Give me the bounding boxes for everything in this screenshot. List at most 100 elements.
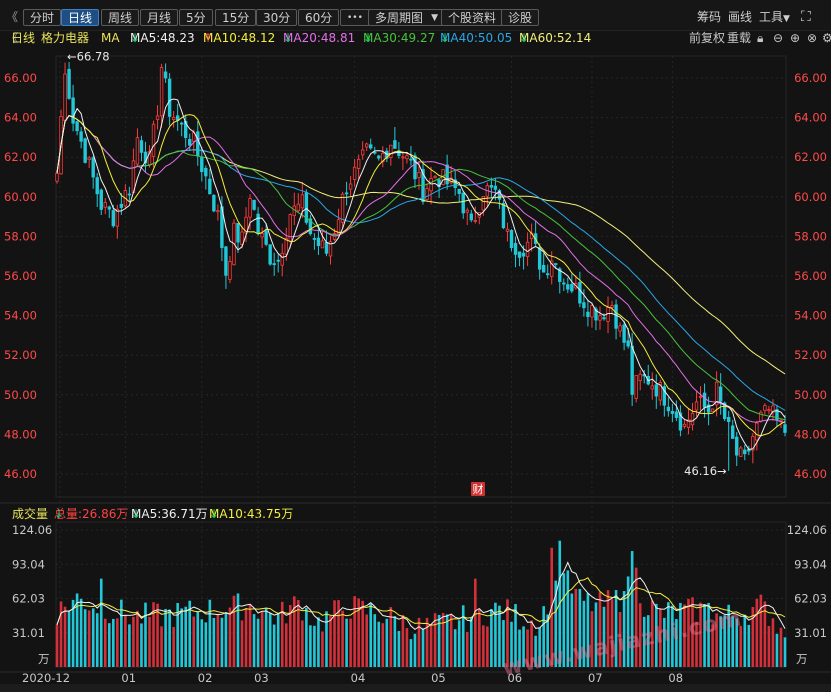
volume-bar-up (441, 612, 445, 667)
candle-down (127, 193, 132, 196)
volume-bar-down (268, 613, 272, 667)
tab-monthly[interactable]: 月线 (140, 9, 179, 26)
candle-up (155, 115, 160, 121)
draw-button[interactable]: 画线 (728, 10, 753, 24)
volume-unit-right: 万 (796, 652, 808, 666)
volume-bar-down (667, 602, 670, 667)
volume-ma5-value: MA5:36.71万 (131, 507, 208, 521)
candle-down (409, 158, 413, 161)
candle-up (417, 171, 421, 179)
volume-bar-down (276, 613, 280, 667)
tab-daily[interactable]: 日线 (61, 9, 100, 26)
tab-intraday[interactable]: 分时 (23, 9, 62, 26)
volume-bar-down (538, 627, 541, 667)
x-tick-label: 04 (351, 671, 366, 685)
multi-period-dropdown[interactable]: 多周期图 ▼ (368, 9, 445, 26)
back-button[interactable]: 《 (6, 10, 19, 24)
candle-down (264, 230, 268, 245)
candle-up (525, 241, 530, 257)
candle-down (453, 179, 457, 189)
volume-bar-down (554, 580, 558, 667)
volume-ma5-line (56, 561, 786, 631)
volume-bar-up (293, 596, 296, 667)
candle-up (103, 202, 107, 208)
volume-bar-up (280, 601, 284, 667)
candle-up (171, 116, 176, 120)
price-tick-label-left: 52.00 (4, 348, 37, 362)
candle-down (702, 392, 707, 408)
tools-button[interactable]: 工具▼ (759, 9, 790, 26)
collapse-icon[interactable]: 《 (6, 31, 19, 45)
candle-down (718, 386, 723, 402)
price-tick-label-left: 64.00 (4, 111, 37, 125)
candle-up (465, 209, 469, 213)
volume-tick-label-right: 124.06 (787, 523, 827, 537)
volume-bar-up (683, 604, 686, 667)
candle-up (694, 401, 699, 411)
ma-legend-value: MA10:48.12 (203, 31, 276, 45)
low-annotation: 46.16→ (684, 464, 727, 478)
volume-bar-down (654, 603, 658, 667)
candle-up (755, 422, 759, 441)
tab-weekly[interactable]: 周线 (101, 9, 140, 26)
volume-bar-up (353, 596, 356, 667)
candle-up (348, 183, 353, 190)
volume-bar-up (132, 616, 135, 667)
volume-bar-up (711, 624, 714, 667)
candle-down (95, 177, 99, 195)
candle-down (457, 188, 461, 194)
volume-bar-up (381, 623, 385, 667)
volume-bar-up (284, 623, 288, 667)
tab-30min[interactable]: 30分 (256, 9, 298, 26)
candle-up (320, 240, 325, 249)
candle-up (216, 210, 220, 213)
candle-down (373, 151, 377, 154)
volume-bar-up (389, 607, 393, 667)
adjust-button[interactable]: 前复权 (689, 31, 726, 45)
close-icon[interactable]: ⊗ (807, 31, 818, 45)
candle-up (473, 220, 477, 222)
volume-bar-down (437, 614, 441, 667)
volume-bar-down (562, 573, 566, 667)
tab-5min[interactable]: 5分 (179, 9, 213, 26)
down-arrow-icon: ↓ (440, 31, 451, 45)
lock-icon[interactable]: 🔒︎ (757, 31, 764, 45)
candle-up (159, 66, 164, 117)
candle-up (300, 194, 305, 209)
minus-icon[interactable]: ⊖ (773, 31, 784, 45)
tab-15min[interactable]: 15分 (215, 9, 257, 26)
volume-bar-up (526, 629, 529, 667)
candle-down (586, 311, 590, 317)
volume-bar-down (204, 622, 208, 667)
volume-bar-down (168, 609, 171, 667)
volume-bar-down (393, 616, 397, 667)
volume-bar-up (288, 605, 292, 667)
finance-marker (471, 482, 485, 496)
volume-bar-up (124, 615, 127, 667)
candle-down (521, 252, 526, 257)
volume-bar-down (622, 591, 626, 667)
tab-60min[interactable]: 60分 (298, 9, 340, 26)
plus-icon[interactable]: ⊕ (790, 31, 801, 45)
volume-bar-up (763, 601, 767, 667)
candle-up (590, 305, 594, 318)
volume-bar-down (397, 630, 401, 667)
overlay-button[interactable]: 重载 (727, 31, 752, 45)
candle-up (690, 412, 695, 426)
volume-bar-down (377, 621, 381, 667)
volume-bar-down (703, 604, 706, 667)
candle-up (248, 198, 252, 218)
fullscreen-icon[interactable]: ⛶ (801, 9, 811, 25)
volume-bar-up (478, 609, 481, 667)
chips-button[interactable]: 筹码 (697, 10, 722, 24)
price-tick-label-left: 56.00 (4, 269, 37, 283)
volume-tick-label-left: 93.04 (12, 557, 45, 571)
diagnose-button[interactable]: 诊股 (501, 9, 540, 26)
stock-info-button[interactable]: 个股资料 (441, 9, 504, 26)
volume-bar-up (618, 611, 622, 667)
volume-bar-down (212, 617, 216, 667)
candle-up (401, 156, 405, 159)
volume-bar-down (663, 617, 666, 667)
settings-icon[interactable]: ⚙ (822, 31, 831, 45)
